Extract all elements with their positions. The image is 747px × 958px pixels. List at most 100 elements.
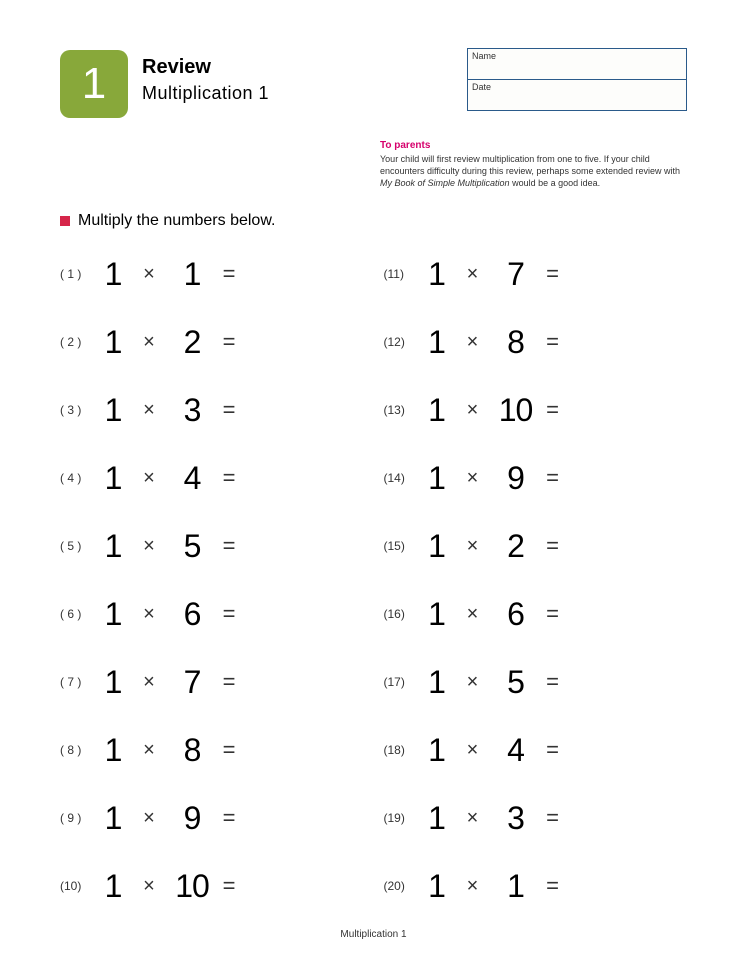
left-column: ( 1 )1×1=( 2 )1×2=( 3 )1×3=( 4 )1×4=( 5 … (60, 240, 374, 920)
bullet-icon (60, 216, 70, 226)
times-symbol: × (128, 331, 170, 354)
problem-number: (12) (384, 335, 422, 349)
equals-symbol: = (214, 737, 244, 763)
operand-1: 1 (98, 528, 128, 565)
operand-2: 2 (170, 324, 214, 361)
operand-2: 3 (170, 392, 214, 429)
times-symbol: × (128, 535, 170, 558)
operand-1: 1 (422, 596, 452, 633)
date-field[interactable]: Date (467, 79, 687, 111)
operand-1: 1 (98, 732, 128, 769)
operand-2: 5 (170, 528, 214, 565)
parents-line1: Your child will first review multiplicat… (380, 154, 680, 176)
times-symbol: × (128, 263, 170, 286)
operand-1: 1 (422, 732, 452, 769)
times-symbol: × (452, 807, 494, 830)
equals-symbol: = (214, 261, 244, 287)
times-symbol: × (452, 263, 494, 286)
operand-2: 4 (494, 732, 538, 769)
operand-1: 1 (98, 800, 128, 837)
operand-1: 1 (422, 800, 452, 837)
problem-row: (14)1×9= (384, 444, 688, 512)
problem-row: (12)1×8= (384, 308, 688, 376)
problem-number: (16) (384, 607, 422, 621)
operand-2: 1 (494, 868, 538, 905)
problem-row: ( 8 )1×8= (60, 716, 374, 784)
problem-number: ( 5 ) (60, 539, 98, 553)
operand-1: 1 (422, 528, 452, 565)
equals-symbol: = (538, 601, 568, 627)
operand-1: 1 (98, 392, 128, 429)
problem-row: (10)1×10= (60, 852, 374, 920)
operand-2: 9 (170, 800, 214, 837)
parents-line2: would be a good idea. (510, 178, 601, 188)
problem-number: ( 9 ) (60, 811, 98, 825)
problem-number: ( 8 ) (60, 743, 98, 757)
equals-symbol: = (214, 669, 244, 695)
equals-symbol: = (214, 601, 244, 627)
operand-2: 10 (170, 868, 214, 905)
problem-row: ( 4 )1×4= (60, 444, 374, 512)
right-column: (11)1×7=(12)1×8=(13)1×10=(14)1×9=(15)1×2… (374, 240, 688, 920)
problem-number: (20) (384, 879, 422, 893)
times-symbol: × (452, 603, 494, 626)
times-symbol: × (452, 739, 494, 762)
equals-symbol: = (214, 533, 244, 559)
problem-row: (19)1×3= (384, 784, 688, 852)
problem-row: ( 5 )1×5= (60, 512, 374, 580)
operand-1: 1 (422, 392, 452, 429)
times-symbol: × (128, 875, 170, 898)
operand-1: 1 (98, 596, 128, 633)
operand-1: 1 (422, 324, 452, 361)
footer-label: Multiplication 1 (0, 929, 747, 940)
equals-symbol: = (538, 329, 568, 355)
title-main: Review (142, 56, 269, 79)
operand-2: 5 (494, 664, 538, 701)
instruction-text: Multiply the numbers below. (78, 212, 275, 230)
equals-symbol: = (538, 737, 568, 763)
operand-2: 10 (494, 392, 538, 429)
name-field[interactable]: Name (467, 48, 687, 80)
operand-1: 1 (98, 868, 128, 905)
problem-row: ( 9 )1×9= (60, 784, 374, 852)
operand-2: 7 (170, 664, 214, 701)
times-symbol: × (128, 603, 170, 626)
parents-heading: To parents (380, 140, 690, 151)
problem-number: (18) (384, 743, 422, 757)
operand-2: 3 (494, 800, 538, 837)
title-block: Review Multiplication 1 (142, 50, 269, 104)
problem-number: (15) (384, 539, 422, 553)
problem-number: ( 6 ) (60, 607, 98, 621)
problem-row: ( 3 )1×3= (60, 376, 374, 444)
problem-row: (18)1×4= (384, 716, 688, 784)
problem-number: (14) (384, 471, 422, 485)
problem-row: (15)1×2= (384, 512, 688, 580)
problem-row: (17)1×5= (384, 648, 688, 716)
operand-2: 8 (494, 324, 538, 361)
problem-number: (10) (60, 879, 98, 893)
parents-italic: My Book of Simple Multiplication (380, 178, 510, 188)
lesson-badge: 1 (60, 50, 128, 118)
operand-2: 6 (170, 596, 214, 633)
equals-symbol: = (538, 533, 568, 559)
times-symbol: × (452, 331, 494, 354)
times-symbol: × (452, 875, 494, 898)
problem-row: ( 2 )1×2= (60, 308, 374, 376)
operand-2: 9 (494, 460, 538, 497)
operand-2: 1 (170, 256, 214, 293)
equals-symbol: = (214, 329, 244, 355)
equals-symbol: = (538, 669, 568, 695)
times-symbol: × (452, 535, 494, 558)
equals-symbol: = (214, 465, 244, 491)
equals-symbol: = (538, 261, 568, 287)
problem-number: ( 1 ) (60, 267, 98, 281)
operand-2: 2 (494, 528, 538, 565)
times-symbol: × (128, 671, 170, 694)
times-symbol: × (452, 671, 494, 694)
equals-symbol: = (538, 465, 568, 491)
times-symbol: × (452, 399, 494, 422)
equals-symbol: = (538, 873, 568, 899)
times-symbol: × (128, 807, 170, 830)
problem-number: ( 3 ) (60, 403, 98, 417)
parents-note: To parents Your child will first review … (380, 140, 690, 189)
